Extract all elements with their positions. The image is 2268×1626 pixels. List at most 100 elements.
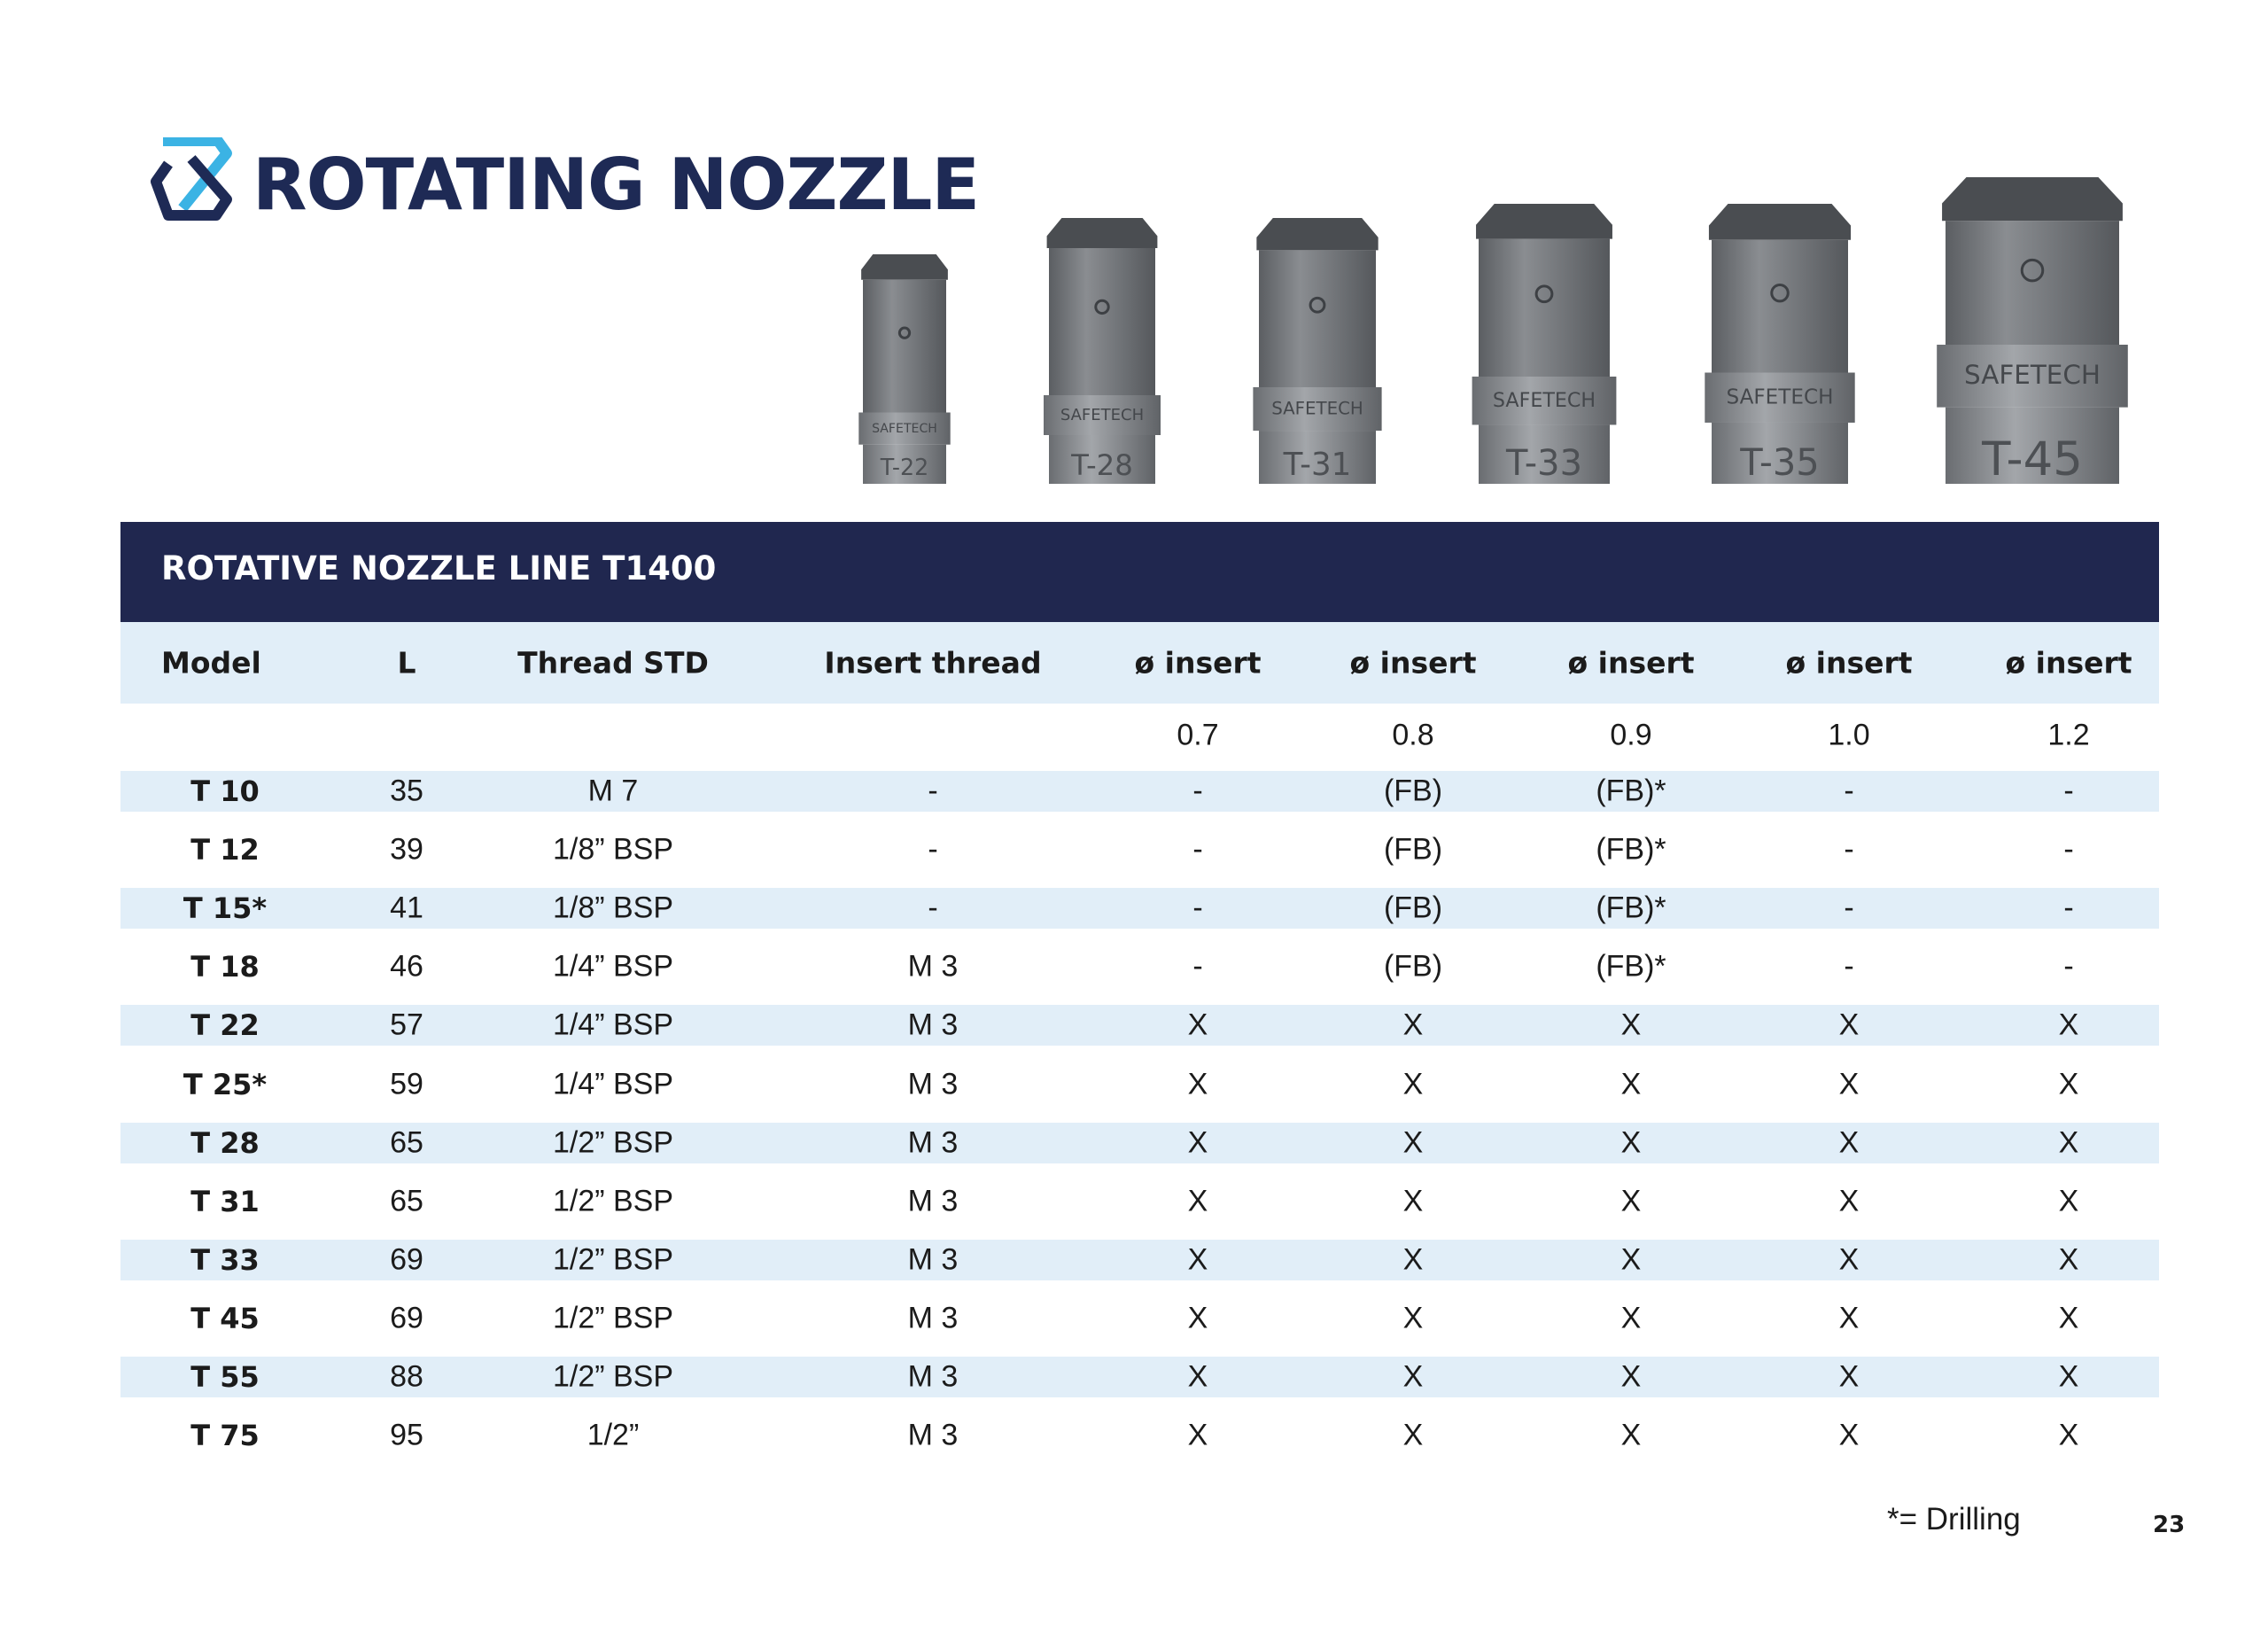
table-cell: X	[1187, 1125, 1208, 1160]
table-cell: X	[1402, 1301, 1424, 1335]
table-cell: -	[1192, 832, 1203, 867]
table-cell: (FB)	[1383, 774, 1443, 808]
table-cell: T 55	[190, 1360, 260, 1394]
table-cell: M 7	[587, 774, 639, 808]
table-cell: X	[1187, 1242, 1208, 1277]
table-title: ROTATIVE NOZZLE LINE T1400	[161, 549, 717, 587]
table-cell: T 12	[190, 833, 260, 867]
table-title-bar	[120, 522, 2159, 622]
nozzle-brand: SAFETECH	[1060, 406, 1144, 424]
size-value: 0.7	[1177, 718, 1219, 752]
nozzle-base	[1479, 424, 1610, 484]
table-cell: (FB)	[1383, 949, 1443, 984]
table-cell: X	[1620, 1184, 1642, 1218]
table-cell: X	[2058, 1359, 2079, 1394]
table-cell: M 3	[907, 1242, 959, 1277]
table-cell: (FB)*	[1596, 774, 1666, 808]
table-cell: T 25*	[183, 1067, 268, 1101]
table-cell: 1/2” BSP	[552, 1301, 674, 1335]
nozzle-body	[863, 279, 946, 413]
table-cell: 1/4” BSP	[552, 1007, 674, 1042]
row-stripe	[120, 771, 2159, 812]
table-cell: X	[1402, 1418, 1424, 1452]
table-cell: 1/2”	[586, 1418, 640, 1452]
nozzle-collar	[1044, 395, 1161, 435]
nozzle-hole	[1770, 283, 1790, 303]
nozzle-brand: SAFETECH	[872, 422, 937, 436]
nozzle-cap	[1476, 204, 1612, 239]
table-cell: X	[1838, 1007, 1860, 1042]
column-header: ø insert	[1349, 645, 1477, 681]
table-cell: X	[1187, 1007, 1208, 1042]
nozzle-base	[1049, 435, 1155, 484]
table-cell: M 3	[907, 1007, 959, 1042]
table-cell: -	[1844, 891, 1854, 925]
nozzle-cap	[1256, 218, 1379, 251]
table-cell: T 33	[190, 1242, 260, 1277]
nozzle-base	[863, 444, 946, 484]
table-cell: M 3	[907, 1359, 959, 1394]
table-cell: 41	[390, 891, 423, 925]
table-cell: X	[1620, 1067, 1642, 1101]
table-cell: X	[1402, 1067, 1424, 1101]
table-cell: 1/8” BSP	[552, 832, 674, 867]
table-cell: 69	[390, 1242, 423, 1277]
table-cell: T 15*	[183, 891, 268, 926]
table-cell: T 10	[190, 774, 260, 808]
column-header: ø insert	[1134, 645, 1262, 681]
table-cell: T 28	[190, 1125, 260, 1160]
table-cell: 1/2” BSP	[552, 1359, 674, 1394]
nozzle-cap	[1942, 177, 2123, 222]
column-header: ø insert	[1785, 645, 1913, 681]
nozzle-brand: SAFETECH	[1271, 399, 1363, 419]
table-cell: 95	[390, 1418, 423, 1452]
nozzle-hole	[897, 326, 912, 339]
size-value: 1.0	[1828, 718, 1870, 752]
nozzle-hole	[1309, 296, 1326, 314]
nozzle-body	[1479, 238, 1610, 377]
nozzle-collar	[858, 412, 951, 445]
row-stripe	[120, 888, 2159, 930]
column-header: Model	[161, 645, 261, 681]
row-stripe	[120, 1122, 2159, 1163]
nozzle-hole	[1094, 299, 1110, 315]
table-cell: X	[1402, 1242, 1424, 1277]
table-cell: 88	[390, 1359, 423, 1394]
table-cell: X	[1402, 1125, 1424, 1160]
table-cell: 69	[390, 1301, 423, 1335]
table-cell: X	[2058, 1418, 2079, 1452]
nozzle-brand: SAFETECH	[1493, 389, 1596, 412]
table-cell: -	[1192, 949, 1203, 984]
table-cell: X	[1838, 1242, 1860, 1277]
nozzle-collar	[1472, 377, 1617, 425]
nozzle-body	[1259, 250, 1376, 387]
table-cell: 57	[390, 1007, 423, 1042]
table-cell: X	[1402, 1184, 1424, 1218]
table-cell: M 3	[907, 1125, 959, 1160]
nozzle-collar	[1705, 372, 1855, 423]
table-cell: -	[1844, 949, 1854, 984]
row-stripe	[120, 1357, 2159, 1397]
table-cell: X	[1187, 1359, 1208, 1394]
nozzle-brand: SAFETECH	[1727, 386, 1834, 409]
table-cell: X	[1838, 1359, 1860, 1394]
table-cell: 35	[390, 774, 423, 808]
nozzle-hole	[2020, 258, 2045, 283]
nozzle-body	[1712, 239, 1848, 373]
table-cell: 39	[390, 832, 423, 867]
table-cell: X	[1187, 1067, 1208, 1101]
table-cell: X	[2058, 1242, 2079, 1277]
size-value: 0.8	[1392, 718, 1434, 752]
nozzle-label: T-33	[1505, 443, 1582, 484]
table-cell: X	[2058, 1184, 2079, 1218]
column-header: ø insert	[2005, 645, 2132, 681]
page-number: 23	[2153, 1512, 2186, 1538]
table-cell: X	[2058, 1067, 2079, 1101]
nozzle-label: T-28	[1070, 448, 1133, 482]
column-header: Thread STD	[517, 645, 709, 681]
table-cell: X	[1838, 1067, 1860, 1101]
table-cell: X	[1620, 1007, 1642, 1042]
nozzle-label: T-31	[1283, 447, 1352, 483]
nozzle-body	[1049, 248, 1155, 395]
table-cell: X	[2058, 1007, 2079, 1042]
